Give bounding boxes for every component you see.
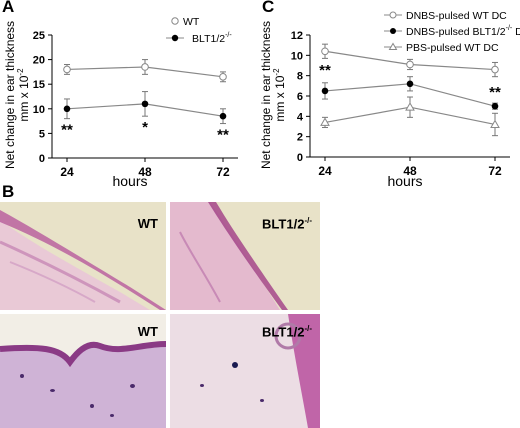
chart-c-y-tick-label: 8 [297,71,303,83]
chart-c-series-2-point [490,119,500,128]
chart-a-ylabel-line2: mm x 10-2 [16,68,31,122]
tissue-illustration [0,210,166,310]
chart-c-significance-2: ** [489,84,501,101]
histology-top-right-label: BLT1/2-/- [262,216,312,232]
panel-label-b: B [2,182,15,201]
chart-a-series-1-point [63,105,71,113]
histology-bottom-left-label: WT [137,324,158,339]
chart-c-y-tick-label: 0 [297,152,303,164]
nucleus [50,389,55,392]
chart-a-significance-2: ** [217,127,229,144]
tissue-illustration [170,202,288,310]
chart-c-series-0-point [491,65,499,74]
legend-filled-circle-marker [390,28,396,34]
nucleus [232,362,238,368]
legend-open-circle-marker [389,11,397,19]
chart-a-y-tick-label: 5 [39,128,45,140]
nucleus [90,404,94,408]
histology-bottom-left: WT [0,314,166,428]
chart-a-y-tick-label: 20 [33,55,45,67]
chart-c-y-tick-label: 12 [291,30,303,42]
chart-c-series-2-point [405,102,415,111]
nucleus [200,384,204,387]
chart-c-xlabel: hours [387,173,422,189]
chart-c-ylabel: Net change in ear thickness mm x 10-2 [259,21,287,169]
legend-filled-circle-marker [171,34,179,42]
chart-c-y-tick-label: 6 [297,91,303,103]
chart-c-y-tick-label: 10 [291,50,303,62]
chart-a-ylabel-line1: Net change in ear thickness [3,21,17,169]
tissue-illustration [0,314,166,428]
chart-c-legend-dnbs-blt: DNBS-pulsed BLT1/2-/- DC [406,25,520,38]
chart-a-legend-blt: BLT1/2-/- [192,32,232,45]
chart-c-x-tick-label: 24 [318,164,332,178]
panel-label-c: C [262,0,275,16]
chart-a-x-tick-label: 48 [138,165,152,179]
chart-c-series-2-point [320,117,330,126]
nucleus [20,374,24,378]
chart-a-series-1-point [141,100,149,108]
chart-c-legend-pbs-wt: PBS-pulsed WT DC [406,42,499,54]
legend-open-circle-marker [171,17,179,25]
nucleus [110,414,114,417]
chart-c-series-0-point [321,47,329,56]
chart-a-y-tick-label: 15 [33,79,45,91]
chart-a-series-1-point [219,112,227,120]
chart-c: Net change in ear thickness mm x 10-2 0 2… [259,10,520,189]
chart-c-significance-0: ** [319,62,331,79]
chart-c-y-tick-label: 2 [297,132,303,144]
chart-c-legend: DNBS-pulsed WT DC DNBS-pulsed BLT1/2-/- … [384,10,520,54]
chart-c-x-tick-label: 72 [488,164,502,178]
chart-c-series-1-point [321,87,329,95]
histology-top-left: WT [0,202,166,310]
tissue-illustration [170,314,320,428]
panel-label-a: A [2,0,15,16]
chart-a-legend: WT BLT1/2-/- [166,16,232,45]
chart-a-series-0-point [141,63,149,71]
chart-c-ylabel-line2: mm x 10-2 [272,68,287,122]
chart-a-xlabel: hours [112,173,147,189]
chart-a-y-tick-label: 0 [39,153,45,165]
chart-a: Net change in ear thickness mm x 10-2 0 5… [3,16,238,189]
histology-bottom-right: BLT1/2-/- [170,314,320,428]
chart-a-y-tick-label: 10 [33,104,45,116]
chart-a-y-tick-label: 25 [33,30,45,42]
chart-a-x-tick-label: 24 [60,165,74,179]
histology-bottom-right-label: BLT1/2-/- [262,324,312,340]
chart-c-legend-dnbs-wt: DNBS-pulsed WT DC [406,10,507,22]
legend-open-triangle-marker [388,42,398,50]
chart-c-series-0-point [406,60,414,69]
chart-c-y-tick-label: 4 [297,111,304,123]
histology-top-right: BLT1/2-/- [170,202,320,310]
chart-a-significance-0: ** [61,122,73,139]
chart-a-ylabel: Net change in ear thickness mm x 10-2 [3,21,31,169]
chart-a-legend-wt: WT [183,16,200,28]
chart-a-series-0-point [219,73,227,81]
chart-c-ylabel-line1: Net change in ear thickness [259,21,273,169]
nucleus [130,384,135,388]
chart-a-series-0-point [63,65,71,74]
chart-c-series-1-point [491,102,499,110]
histology-top-left-label: WT [137,216,158,231]
chart-a-x-tick-label: 72 [216,165,230,179]
chart-c-x-tick-label: 48 [403,164,417,178]
chart-c-series-1-point [406,80,414,88]
nucleus [260,399,264,402]
chart-a-significance-1: * [142,119,148,136]
